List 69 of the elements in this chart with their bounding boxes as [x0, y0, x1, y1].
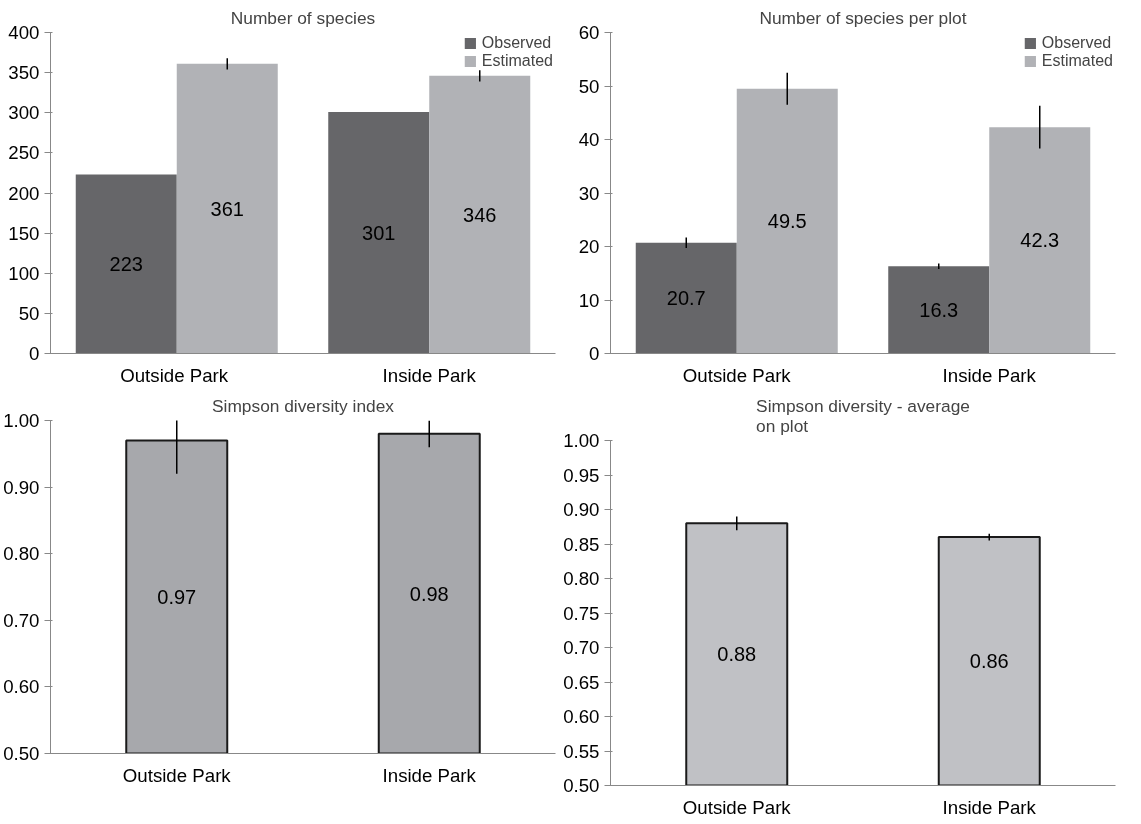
- x-tick-label: Outside Park: [682, 364, 792, 386]
- y-tick-label: 0.50: [563, 775, 600, 796]
- chart-title: Number of species: [230, 7, 376, 28]
- x-tick-label: Outside Park: [682, 796, 792, 818]
- x-tick-label: Inside Park: [382, 364, 477, 386]
- bar: [75, 174, 177, 354]
- x-tick-label: Inside Park: [942, 796, 1037, 818]
- y-tick-label: 0: [589, 343, 600, 364]
- data-label: 0.88: [717, 643, 757, 666]
- y-tick-label: 0.90: [563, 499, 600, 520]
- y-tick-label: 0: [29, 343, 40, 364]
- y-tick-label: 0.60: [3, 676, 40, 698]
- y-tick-label: 0.65: [563, 671, 600, 693]
- bar: [888, 266, 990, 354]
- y-tick-label: 200: [8, 182, 40, 204]
- y-tick-label: 1.00: [3, 410, 40, 431]
- x-tick-label: Inside Park: [382, 764, 477, 786]
- y-tick-label: 30: [578, 182, 600, 204]
- y-tick-label: 50: [18, 302, 40, 324]
- x-tick-label: Outside Park: [122, 764, 232, 786]
- y-tick-label: 60: [578, 22, 600, 43]
- data-label: 0.86: [969, 650, 1009, 673]
- y-tick-label: 0.80: [563, 568, 600, 589]
- data-label: 49.5: [767, 210, 807, 233]
- bar: [635, 242, 737, 354]
- y-tick-label: 400: [8, 22, 40, 43]
- chart-title: Number of species per plot: [759, 7, 967, 28]
- y-tick-label: 100: [8, 262, 40, 284]
- legend-label: Estimated: [1041, 52, 1113, 70]
- data-label: 16.3: [919, 298, 959, 321]
- bar: [989, 127, 1091, 354]
- data-label: 0.98: [409, 582, 449, 605]
- data-label: 346: [463, 203, 497, 226]
- data-label: 42.3: [1020, 229, 1060, 252]
- y-tick-label: 0.90: [3, 476, 40, 498]
- y-tick-label: 0.55: [563, 740, 600, 762]
- legend-label: Estimated: [481, 52, 553, 70]
- y-tick-label: 150: [8, 222, 40, 244]
- legend-label: Observed: [481, 34, 552, 52]
- y-tick-label: 350: [8, 62, 40, 84]
- x-tick-label: Outside Park: [120, 364, 229, 386]
- data-label: 20.7: [666, 287, 706, 310]
- bar: [736, 88, 838, 354]
- chart-title: Simpson diversity index: [211, 395, 395, 416]
- legend-label: Observed: [1041, 34, 1112, 52]
- data-label: 0.97: [157, 585, 197, 608]
- y-tick-label: 0.80: [3, 543, 40, 565]
- y-tick-label: 0.75: [563, 602, 600, 624]
- y-tick-label: 0.85: [563, 533, 600, 555]
- y-tick-label: 0.70: [3, 609, 40, 631]
- y-tick-label: 0.60: [563, 706, 600, 727]
- y-tick-label: 0.70: [563, 637, 600, 658]
- chart-title: Simpson diversity - average on plot: [756, 395, 970, 436]
- y-tick-label: 0.95: [563, 464, 600, 486]
- bar: [328, 111, 430, 354]
- y-tick-label: 20: [578, 236, 600, 257]
- data-label: 301: [362, 221, 396, 244]
- x-tick-label: Inside Park: [942, 364, 1037, 386]
- y-tick-label: 300: [8, 102, 40, 124]
- y-tick-label: 0.50: [3, 743, 40, 764]
- bar: [429, 75, 531, 354]
- y-tick-label: 10: [578, 289, 600, 311]
- y-tick-label: 50: [578, 75, 600, 97]
- y-tick-label: 40: [578, 129, 600, 150]
- y-tick-label: 1.00: [563, 430, 600, 451]
- data-label: 223: [109, 253, 143, 276]
- data-label: 361: [210, 197, 244, 220]
- y-tick-label: 250: [8, 142, 40, 164]
- bar: [176, 63, 278, 354]
